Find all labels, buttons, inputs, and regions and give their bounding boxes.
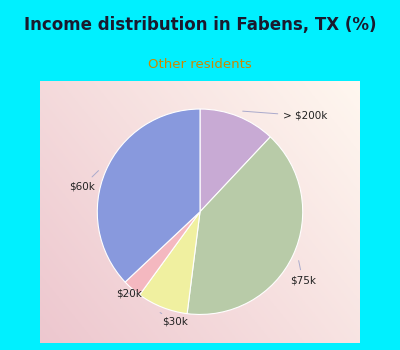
Wedge shape <box>97 109 200 282</box>
Wedge shape <box>125 212 200 295</box>
Text: > $200k: > $200k <box>243 111 328 121</box>
Text: $30k: $30k <box>160 313 188 326</box>
Text: Other residents: Other residents <box>148 58 252 71</box>
Text: $60k: $60k <box>69 171 98 192</box>
Wedge shape <box>187 137 303 314</box>
Wedge shape <box>200 109 270 212</box>
Wedge shape <box>140 212 200 314</box>
Text: Income distribution in Fabens, TX (%): Income distribution in Fabens, TX (%) <box>24 16 376 34</box>
Text: $75k: $75k <box>290 261 316 285</box>
Text: $20k: $20k <box>116 289 142 299</box>
